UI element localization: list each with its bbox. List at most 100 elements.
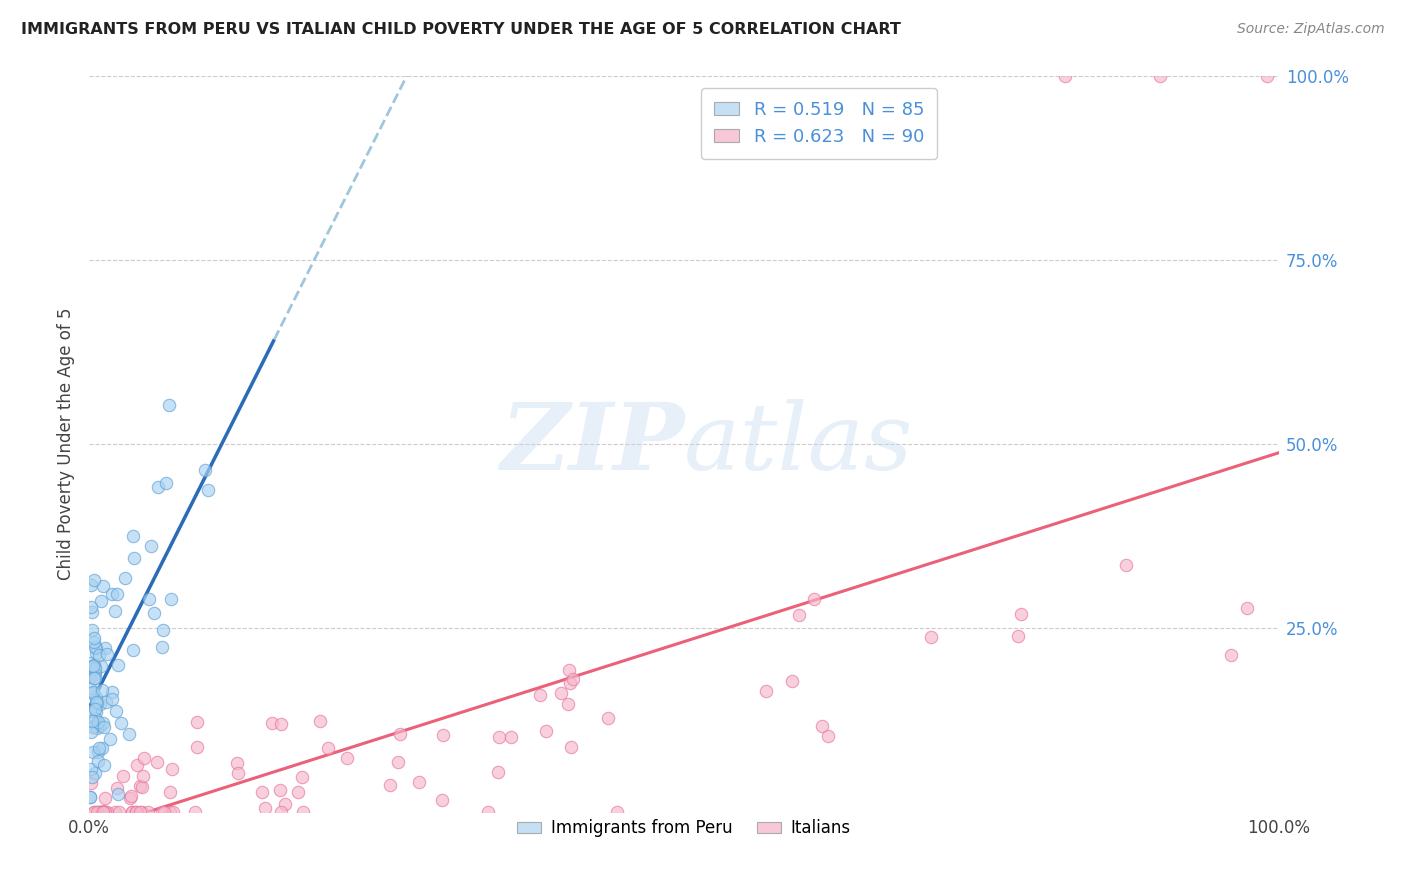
Point xyxy=(87,805,110,819)
Point xyxy=(1115,558,1137,573)
Point xyxy=(810,719,832,733)
Point xyxy=(82,685,104,699)
Point xyxy=(132,751,155,765)
Point xyxy=(803,591,825,606)
Point xyxy=(270,805,292,819)
Point xyxy=(84,661,107,675)
Point xyxy=(194,463,217,477)
Point xyxy=(250,785,273,799)
Text: atlas: atlas xyxy=(683,399,914,489)
Point xyxy=(112,769,135,783)
Point xyxy=(142,606,165,620)
Point xyxy=(83,635,105,649)
Point xyxy=(90,594,112,608)
Point xyxy=(83,664,105,678)
Point xyxy=(80,776,103,790)
Point xyxy=(1149,69,1171,83)
Point xyxy=(129,779,152,793)
Point xyxy=(80,577,103,591)
Point xyxy=(80,605,103,619)
Point xyxy=(131,805,153,819)
Point xyxy=(82,720,104,734)
Point xyxy=(105,781,128,796)
Point xyxy=(94,790,117,805)
Y-axis label: Child Poverty Under the Age of 5: Child Poverty Under the Age of 5 xyxy=(58,308,75,580)
Point xyxy=(86,805,108,819)
Point xyxy=(80,686,103,700)
Point xyxy=(269,783,291,797)
Point xyxy=(755,683,778,698)
Point xyxy=(127,757,149,772)
Point xyxy=(817,729,839,743)
Point xyxy=(287,785,309,799)
Point xyxy=(562,672,585,686)
Point xyxy=(90,658,112,673)
Point xyxy=(184,805,207,819)
Point xyxy=(186,740,208,755)
Point xyxy=(606,805,628,819)
Point xyxy=(82,770,104,784)
Point xyxy=(87,754,110,768)
Point xyxy=(534,723,557,738)
Point xyxy=(83,766,105,780)
Point xyxy=(93,641,115,656)
Point xyxy=(1219,648,1241,662)
Point xyxy=(122,642,145,657)
Point xyxy=(477,805,499,819)
Point xyxy=(93,758,115,772)
Point xyxy=(110,715,132,730)
Point xyxy=(122,550,145,565)
Point xyxy=(107,657,129,672)
Point xyxy=(121,529,143,543)
Point xyxy=(558,663,581,677)
Point xyxy=(560,676,582,690)
Point xyxy=(291,805,314,819)
Point xyxy=(80,763,103,777)
Point xyxy=(96,695,118,709)
Point xyxy=(91,805,114,819)
Point xyxy=(83,805,105,819)
Point xyxy=(1010,607,1032,622)
Point xyxy=(79,704,101,718)
Point xyxy=(118,727,141,741)
Point xyxy=(104,805,127,819)
Point xyxy=(93,579,115,593)
Point xyxy=(131,780,153,794)
Point xyxy=(1256,69,1278,83)
Point xyxy=(408,774,430,789)
Point xyxy=(86,721,108,735)
Point xyxy=(80,600,103,615)
Point xyxy=(125,805,148,819)
Point xyxy=(91,741,114,756)
Point xyxy=(309,714,332,728)
Point xyxy=(226,766,249,780)
Point xyxy=(560,739,582,754)
Point xyxy=(488,730,510,744)
Point xyxy=(146,755,169,769)
Point xyxy=(432,728,454,742)
Point xyxy=(107,805,129,819)
Point xyxy=(91,804,114,818)
Point xyxy=(1236,600,1258,615)
Point xyxy=(79,660,101,674)
Point xyxy=(152,623,174,637)
Point xyxy=(128,805,150,819)
Point xyxy=(87,715,110,730)
Point xyxy=(291,770,314,784)
Point xyxy=(86,646,108,660)
Point xyxy=(96,805,118,819)
Text: IMMIGRANTS FROM PERU VS ITALIAN CHILD POVERTY UNDER THE AGE OF 5 CORRELATION CHA: IMMIGRANTS FROM PERU VS ITALIAN CHILD PO… xyxy=(21,22,901,37)
Point xyxy=(550,686,572,700)
Point xyxy=(84,705,107,719)
Point xyxy=(89,648,111,663)
Point xyxy=(101,685,124,699)
Point xyxy=(387,755,409,769)
Point xyxy=(90,683,112,698)
Point xyxy=(96,647,118,661)
Point xyxy=(120,791,142,805)
Point xyxy=(121,805,143,819)
Point xyxy=(260,716,283,731)
Point xyxy=(84,702,107,716)
Point xyxy=(157,398,180,412)
Point xyxy=(79,681,101,696)
